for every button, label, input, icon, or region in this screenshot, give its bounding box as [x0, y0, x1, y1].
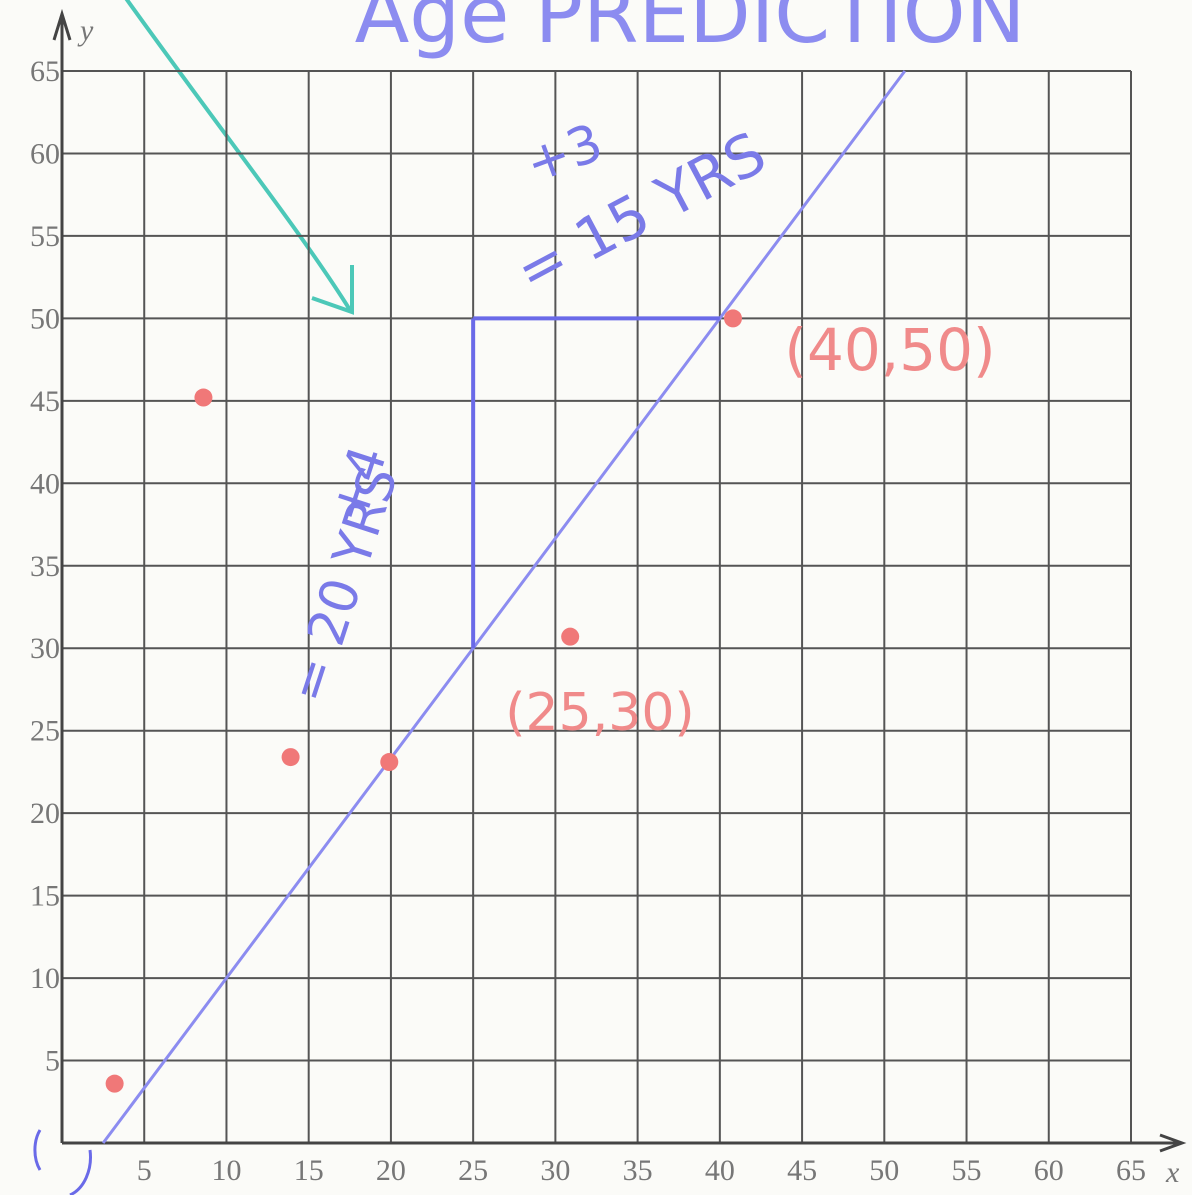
- arrow-annotation: [120, 0, 352, 312]
- annotation: (40,50): [784, 316, 995, 384]
- y-tick-label: 50: [30, 302, 60, 335]
- y-axis-label: y: [77, 14, 94, 47]
- trend-line: [103, 71, 905, 1143]
- data-point: [561, 628, 579, 646]
- x-tick-label: 30: [540, 1154, 570, 1187]
- x-tick-label: 25: [458, 1154, 488, 1187]
- x-tick-label: 10: [211, 1154, 241, 1187]
- y-tick-label: 40: [30, 467, 60, 500]
- x-tick-label: 20: [376, 1154, 406, 1187]
- data-point: [380, 753, 398, 771]
- annotation: +3: [518, 113, 611, 196]
- y-tick-label: 20: [30, 797, 60, 830]
- x-tick-label: 15: [294, 1154, 324, 1187]
- x-tick-label: 55: [952, 1154, 982, 1187]
- x-axis-label: x: [1165, 1156, 1180, 1189]
- x-tick-label: 50: [869, 1154, 899, 1187]
- data-point: [194, 389, 212, 407]
- x-tick-label: 40: [705, 1154, 735, 1187]
- x-axis: [62, 1135, 1182, 1151]
- x-tick-label: 65: [1116, 1154, 1146, 1187]
- data-point: [106, 1075, 124, 1093]
- x-tick-label: 60: [1034, 1154, 1064, 1187]
- y-tick-label: 5: [45, 1045, 60, 1078]
- y-tick-label: 45: [30, 385, 60, 418]
- y-tick-label: 35: [30, 550, 60, 583]
- y-tick-label: 15: [30, 880, 60, 913]
- y-tick-label: 25: [30, 715, 60, 748]
- data-point: [282, 748, 300, 766]
- annotation: (25,30): [505, 683, 694, 743]
- y-tick-label: 10: [30, 962, 60, 995]
- chart-title: Age PREDICTION: [355, 0, 1026, 61]
- y-tick-label: 55: [30, 220, 60, 253]
- chart: 5 10 15 20 25 30 35 40 45 50 55 60 65 5 10 15 20 25 30 35 40…: [0, 0, 1192, 1195]
- y-tick-label: 65: [30, 55, 60, 88]
- x-tick-label: 5: [137, 1154, 152, 1187]
- data-point: [724, 309, 742, 327]
- y-tick-label: 60: [30, 137, 60, 170]
- x-tick-label: 35: [623, 1154, 653, 1187]
- y-tick-label: 30: [30, 632, 60, 665]
- x-tick-label: 45: [787, 1154, 817, 1187]
